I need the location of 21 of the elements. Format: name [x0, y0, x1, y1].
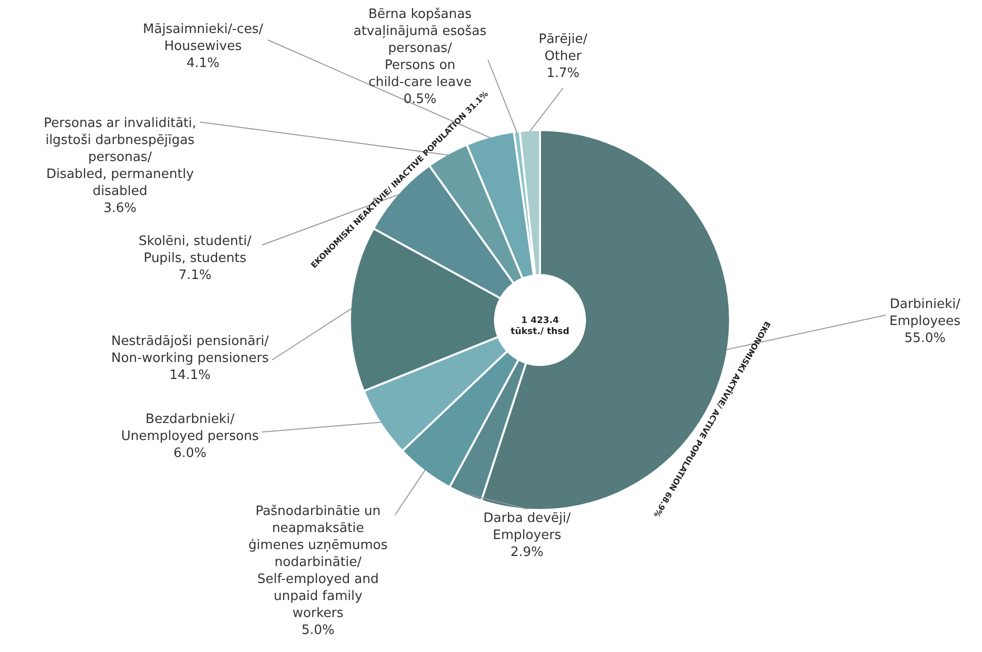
data-label: 0.5% [403, 92, 437, 107]
data-label: 6.0% [173, 446, 207, 461]
data-label: 5.0% [301, 623, 335, 638]
slice-label: Nestrādājoši pensionāri/ Non-working pensioners [111, 334, 270, 366]
slice-label: Darbinieki/ Employees [889, 297, 961, 329]
slice-label: Pašnodarbinātie un neapmaksātie ģimenes uzņēmumos nodarbinātie/ Self-employed and unpaid family workers [248, 504, 388, 621]
data-label: 7.1% [178, 268, 212, 283]
text: 1 423.4 tūkst./ thsd [510, 316, 570, 337]
slice-label: Mājsaimnieki/-ces/ Housewives [142, 22, 264, 54]
data-label: 4.1% [186, 56, 220, 71]
slice-label: Bezdarbnieki/ Unemployed persons [121, 412, 260, 444]
data-label: 55.0% [904, 331, 946, 346]
slice-label: Bērna kopšanas atvaļinājumā esošas personas/ Persons on child-care leave [353, 7, 487, 90]
slice-label: Darba devēji/ Employers [483, 511, 572, 543]
slice-label: Pārējie/ Other [538, 32, 588, 64]
slice-label: Skolēni, studenti/ Pupils, students [138, 234, 252, 266]
data-label: 3.6% [103, 201, 137, 216]
data-label: 2.9% [510, 545, 544, 560]
slice-label: Personas ar invaliditāti, ilgstoši darbnespējīgas personas/ Disabled, permanently disabled [44, 116, 196, 199]
data-label: 14.1% [169, 368, 211, 383]
data-label: 1.7% [546, 66, 580, 81]
